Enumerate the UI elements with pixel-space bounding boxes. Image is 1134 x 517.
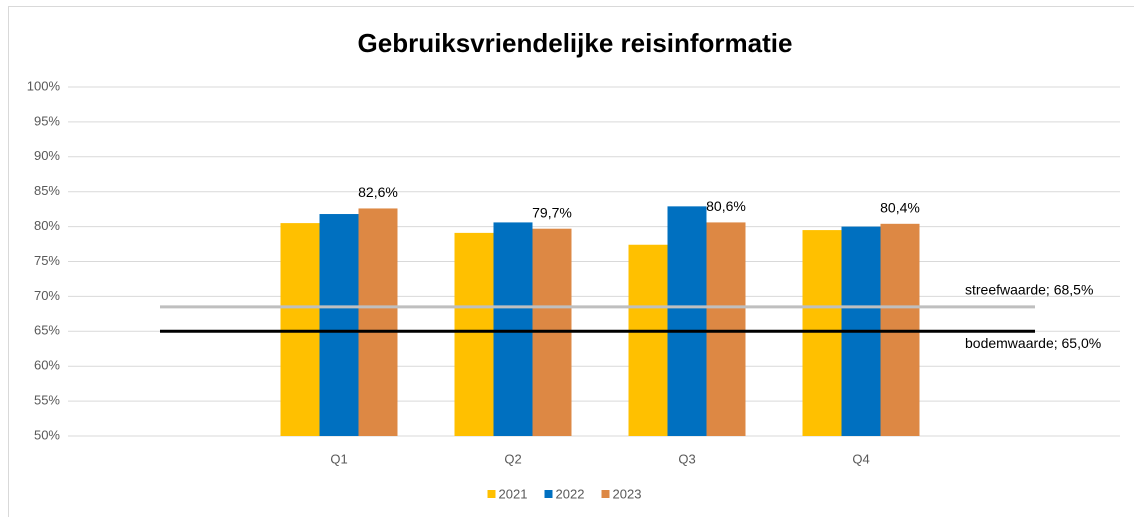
y-tick-label: 90% <box>34 148 60 163</box>
bar <box>667 206 707 436</box>
bar <box>802 230 842 436</box>
y-tick-label: 60% <box>34 358 60 373</box>
y-tick-label: 55% <box>34 393 60 408</box>
chart-frame <box>8 6 1134 517</box>
bar <box>493 222 533 436</box>
legend-label: 2021 <box>499 486 528 501</box>
x-tick-label: Q1 <box>330 451 347 466</box>
y-tick-label: 95% <box>34 113 60 128</box>
bar <box>454 232 494 436</box>
y-tick-label: 70% <box>34 288 60 303</box>
y-tick-label: 50% <box>34 427 60 442</box>
x-tick-label: Q3 <box>678 451 695 466</box>
y-tick-label: 65% <box>34 323 60 338</box>
legend-swatch <box>544 490 553 498</box>
y-tick-label: 80% <box>34 218 60 233</box>
legend-label: 2023 <box>613 486 642 501</box>
bar <box>280 223 320 436</box>
bar <box>628 244 668 436</box>
y-tick-label: 85% <box>34 183 60 198</box>
y-tick-label: 100% <box>27 78 61 93</box>
bar <box>319 214 359 436</box>
bar <box>358 208 398 436</box>
legend-label: 2022 <box>556 486 585 501</box>
x-tick-label: Q2 <box>504 451 521 466</box>
data-label: 82,6% <box>358 184 398 200</box>
data-label: 80,6% <box>706 198 746 214</box>
chart-title: Gebruiksvriendelijke reisinformatie <box>358 28 793 58</box>
x-tick-label: Q4 <box>852 451 869 466</box>
bar <box>706 222 746 436</box>
legend-swatch <box>601 490 610 498</box>
reference-label: streefwaarde; 68,5% <box>965 282 1093 298</box>
legend-swatch <box>487 490 496 498</box>
data-label: 79,7% <box>532 204 572 220</box>
y-tick-label: 75% <box>34 253 60 268</box>
reference-label: bodemwaarde; 65,0% <box>965 335 1101 351</box>
data-label: 80,4% <box>880 200 920 216</box>
